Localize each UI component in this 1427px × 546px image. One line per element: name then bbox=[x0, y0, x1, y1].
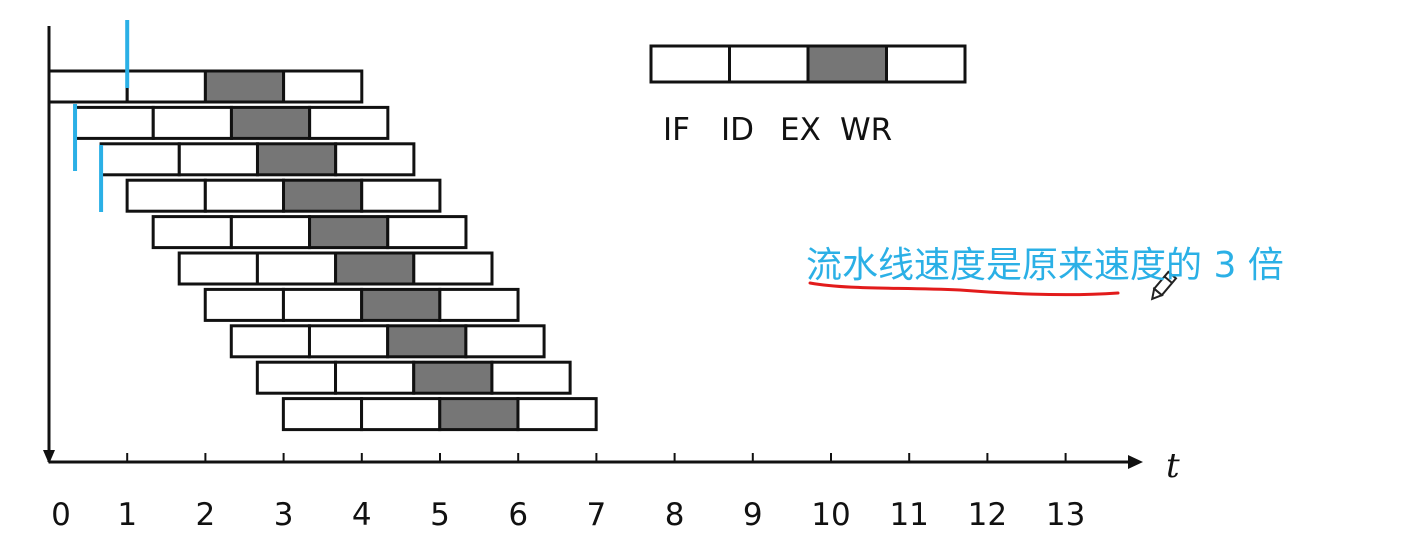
time-tick-label: 8 bbox=[664, 497, 685, 533]
time-tick-label: 7 bbox=[586, 497, 607, 533]
stage-cell-id bbox=[255, 251, 338, 286]
speedup-annotation: 流水线速度是原来速度的 3 倍 bbox=[806, 245, 1284, 286]
stage-cell-wr bbox=[516, 397, 598, 432]
stage-cell-wr bbox=[490, 360, 572, 395]
instruction-row bbox=[203, 287, 520, 322]
stage-cell-id bbox=[125, 69, 207, 104]
stage-cell-id bbox=[151, 105, 233, 140]
stage-cell-if bbox=[229, 324, 311, 359]
time-tick-label: 10 bbox=[811, 497, 851, 533]
stage-cell-ex bbox=[229, 105, 312, 140]
stage-cell-ex bbox=[360, 287, 442, 322]
instruction-row bbox=[73, 105, 390, 140]
stage-cell-ex bbox=[308, 215, 390, 250]
time-tick-label: 4 bbox=[351, 497, 372, 533]
stage-cell-id bbox=[307, 324, 390, 359]
annotation-underline bbox=[808, 281, 1120, 297]
time-tick-label: 0 bbox=[51, 497, 71, 533]
stage-cell-if bbox=[151, 215, 233, 250]
stage-cell-wr bbox=[360, 178, 442, 213]
instruction-row bbox=[99, 142, 416, 177]
stage-cell-wr bbox=[308, 105, 390, 140]
legend-label-if: IF bbox=[663, 112, 690, 148]
stage-cell-id bbox=[334, 360, 416, 395]
stage-cell-ex bbox=[412, 360, 494, 395]
time-tick-label: 13 bbox=[1045, 497, 1086, 533]
stage-cell-if bbox=[203, 287, 285, 322]
stage-cell-ex bbox=[203, 69, 286, 104]
stage-cell-ex bbox=[255, 142, 338, 177]
legend-box-id bbox=[728, 44, 810, 84]
stage-cell-id bbox=[229, 215, 312, 250]
stage-cell-if bbox=[255, 360, 338, 395]
instruction-row bbox=[255, 360, 572, 395]
stage-cell-id bbox=[177, 142, 259, 177]
stage-cell-wr bbox=[438, 287, 520, 322]
stage-cell-wr bbox=[282, 69, 364, 104]
time-axis-arrow bbox=[1128, 455, 1143, 469]
stage-cell-if bbox=[177, 251, 259, 286]
clock-markers bbox=[73, 20, 130, 212]
stage-cell-wr bbox=[464, 324, 546, 359]
instruction-row bbox=[151, 215, 468, 250]
stage-cell-wr bbox=[334, 142, 416, 177]
time-tick-label: 2 bbox=[195, 497, 216, 533]
legend-stage-bar bbox=[649, 44, 967, 84]
instruction-row bbox=[177, 251, 494, 286]
axes bbox=[43, 26, 1143, 469]
legend-label-ex: EX bbox=[780, 112, 821, 148]
legend-label-wr: WR bbox=[840, 112, 893, 148]
stage-cell-wr bbox=[412, 251, 494, 286]
instruction-row bbox=[229, 324, 546, 359]
stage-cell-ex bbox=[334, 251, 416, 286]
time-axis-label: t bbox=[1166, 446, 1180, 486]
stage-cell-ex bbox=[386, 324, 468, 359]
time-tick-label: 3 bbox=[273, 497, 294, 533]
time-tick-label: 5 bbox=[430, 497, 450, 533]
stage-cell-if bbox=[281, 397, 364, 432]
time-tick-label: 11 bbox=[889, 497, 929, 533]
stage-cell-if bbox=[73, 105, 155, 140]
instruction-row bbox=[47, 69, 364, 104]
legend-box-if bbox=[649, 44, 731, 84]
stage-cell-if bbox=[125, 178, 207, 213]
stage-cell-if bbox=[99, 142, 181, 177]
stage-cell-ex bbox=[438, 397, 520, 432]
time-tick-label: 6 bbox=[508, 497, 529, 533]
vertical-axis-arrow bbox=[43, 450, 55, 464]
stage-cell-ex bbox=[282, 178, 364, 213]
time-tick-label: 9 bbox=[742, 497, 763, 533]
stage-cell-id bbox=[281, 287, 364, 322]
pipeline-rows bbox=[47, 69, 598, 432]
legend-box-ex bbox=[806, 44, 888, 84]
stage-cell-if bbox=[47, 69, 129, 104]
instruction-row bbox=[281, 397, 598, 432]
legend-label-id: ID bbox=[721, 112, 755, 148]
stage-cell-wr bbox=[386, 215, 468, 250]
pencil-cursor-icon bbox=[1150, 270, 1178, 301]
time-tick-label: 1 bbox=[117, 497, 138, 533]
time-tick-label: 12 bbox=[967, 497, 1008, 533]
instruction-row bbox=[125, 178, 442, 213]
legend-box-wr bbox=[885, 44, 967, 84]
stage-cell-id bbox=[203, 178, 286, 213]
stage-cell-id bbox=[360, 397, 442, 432]
